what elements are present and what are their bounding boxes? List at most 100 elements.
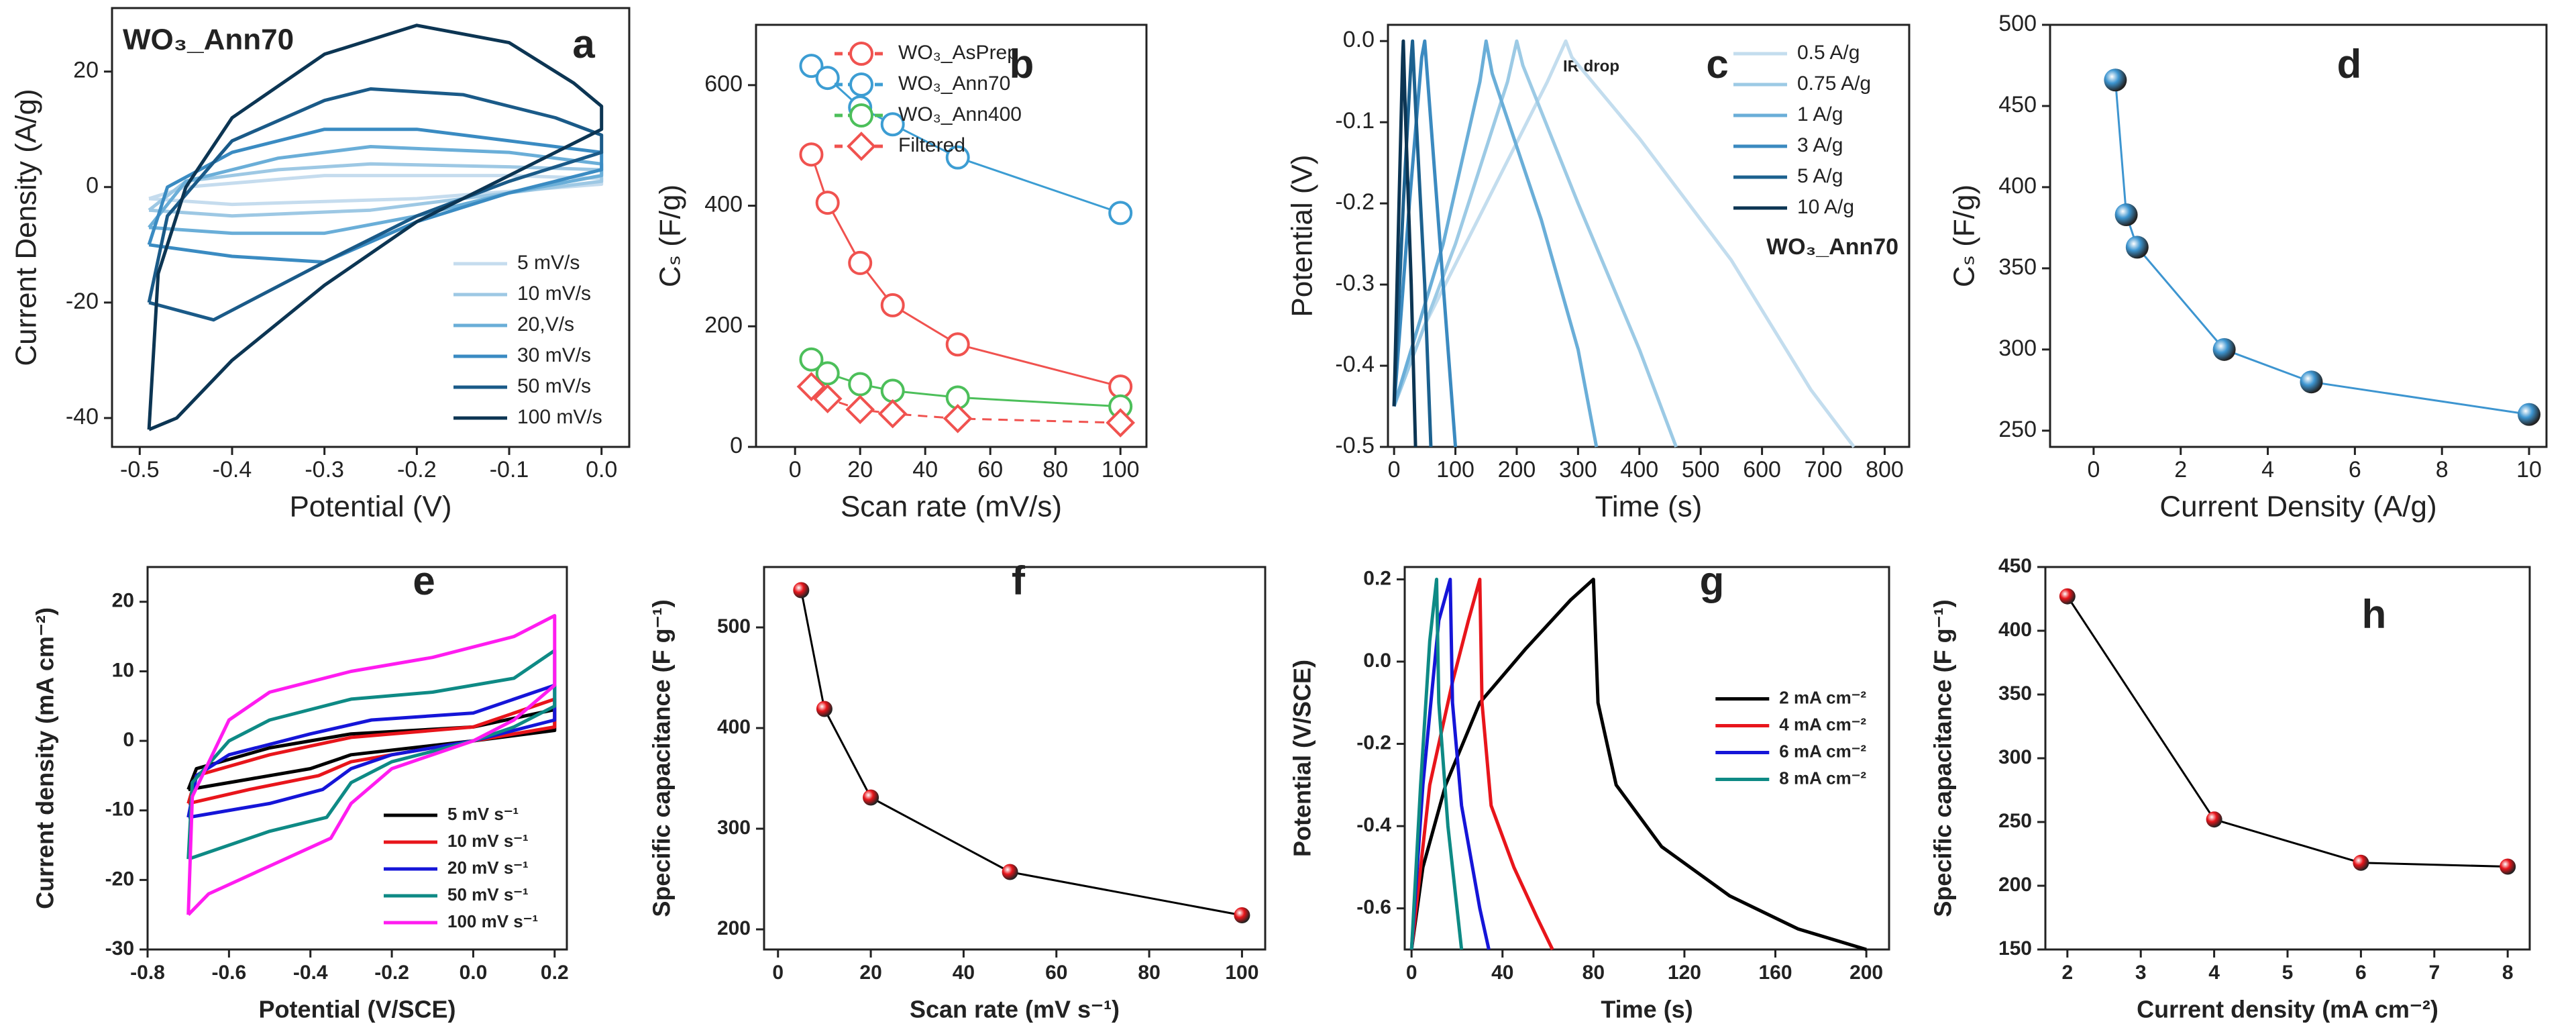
x-tick-label: -0.5	[120, 457, 160, 482]
marker	[2206, 811, 2222, 828]
legend-label: 100 mV s⁻¹	[447, 911, 538, 931]
legend-label: WO₃_Ann70	[898, 72, 1010, 95]
x-tick-label: 500	[1682, 457, 1720, 482]
marker	[1108, 201, 1133, 225]
plot-frame	[1387, 23, 1911, 448]
x-tick-label: -0.4	[213, 457, 252, 482]
x-tick-label: -0.4	[293, 962, 328, 984]
marker	[2059, 588, 2076, 605]
y-axis-label: Cₛ (F/g)	[1948, 185, 1981, 287]
marker	[848, 250, 873, 275]
legend: 5 mV s⁻¹ 10 mV s⁻¹ 20 mV s⁻¹ 50 mV s⁻¹ 100 m…	[384, 804, 538, 931]
x-tick-label: -0.8	[130, 962, 165, 984]
y-tick-label: 0.2	[1363, 567, 1391, 589]
x-tick-label: 40	[953, 962, 975, 984]
y-tick-label: -40	[66, 404, 99, 429]
marker	[815, 191, 840, 215]
plot-frame	[146, 566, 568, 951]
x-tick-label: 0	[789, 457, 802, 482]
x-tick-label: 200	[1849, 962, 1883, 984]
y-tick-label: 150	[1998, 937, 2032, 960]
marker	[793, 582, 810, 599]
y-tick-label: 300	[1998, 336, 2037, 361]
y-tick-label: -0.4	[1356, 814, 1391, 836]
legend-label: 2 mA cm⁻²	[1779, 687, 1866, 707]
legend-label: 30 mV/s	[517, 344, 591, 366]
series-line	[1392, 39, 1856, 448]
x-tick-label: 0	[772, 962, 784, 984]
x-tick-label: 60	[977, 457, 1003, 482]
x-axis-label: Time (s)	[1595, 491, 1703, 523]
x-tick-label: 4	[2261, 457, 2274, 482]
series-line	[800, 590, 1242, 917]
y-axis-label: Potential (V/SCE)	[1289, 660, 1316, 857]
y-tick-label: 0.0	[1343, 27, 1375, 52]
x-tick-label: 100	[1436, 457, 1474, 482]
y-tick-label: 300	[717, 817, 751, 839]
plot-frame	[763, 566, 1267, 951]
marker	[845, 395, 875, 425]
y-axis-label: Specific capacitance (F g⁻¹)	[648, 599, 676, 917]
y-tick-label: 300	[1998, 746, 2032, 768]
legend-label: 5 mV s⁻¹	[447, 804, 519, 824]
x-axis-label: Current density (mA cm⁻²)	[2137, 996, 2438, 1023]
x-tick-label: 0	[1388, 457, 1401, 482]
x-tick-label: 60	[1045, 962, 1067, 984]
annotation: WO₃_Ann70	[1766, 234, 1898, 260]
marker	[815, 66, 840, 91]
legend-label: WO₃_Ann400	[898, 103, 1022, 125]
y-tick-label: -0.3	[1335, 270, 1375, 296]
series-line	[147, 127, 604, 264]
x-tick-label: 100	[1102, 457, 1140, 482]
x-tick-label: 600	[1743, 457, 1781, 482]
legend-label: 100 mV/s	[517, 406, 602, 428]
panel-label: d	[2337, 42, 2362, 87]
y-tick-label: -0.2	[1335, 189, 1375, 215]
x-tick-label: 6	[2355, 962, 2367, 984]
legend: 5 mV/s 10 mV/s 20,V/s 30 mV/s 50 mV/s 100 mV/…	[453, 252, 602, 428]
panel-label: e	[413, 558, 435, 603]
legend-label: WO₃_AsPrep	[898, 42, 1018, 64]
y-tick-label: 10	[112, 659, 134, 681]
x-tick-label: 8	[2502, 962, 2514, 984]
y-axis-label: Cₛ (F/g)	[654, 185, 687, 287]
legend-label: 50 mV s⁻¹	[447, 884, 529, 905]
x-tick-label: 0	[1406, 962, 1417, 984]
marker	[880, 293, 905, 317]
x-tick-label: 800	[1866, 457, 1904, 482]
x-tick-label: 4	[2208, 962, 2220, 984]
legend-marker	[849, 103, 873, 127]
legend-label: 8 mA cm⁻²	[1779, 768, 1866, 788]
x-tick-label: 300	[1559, 457, 1597, 482]
legend-label: 10 mV/s	[517, 282, 591, 305]
marker	[877, 399, 908, 429]
y-tick-label: 400	[1998, 173, 2037, 199]
x-tick-label: 80	[1042, 457, 1068, 482]
y-tick-label: 600	[704, 71, 743, 97]
y-axis-label: Current Density (A/g)	[10, 89, 43, 366]
y-tick-label: 500	[1998, 11, 2037, 36]
series-line	[147, 87, 604, 322]
marker	[1106, 408, 1136, 438]
x-tick-label: 0.2	[541, 962, 569, 984]
x-tick-label: 20	[847, 457, 873, 482]
x-axis-label: Scan rate (mV/s)	[841, 491, 1062, 523]
plot-frame	[2044, 566, 2531, 951]
marker	[796, 372, 826, 401]
plot-frame	[2049, 23, 2548, 448]
legend-label: 0.75 A/g	[1797, 72, 1871, 95]
plot-frame	[755, 23, 1148, 448]
legend-marker	[847, 132, 876, 161]
marker	[2212, 338, 2236, 361]
series-line	[1409, 577, 1464, 950]
x-tick-label: -0.1	[490, 457, 529, 482]
legend: 0.5 A/g 0.75 A/g 1 A/g 3 A/g 5 A/g 10 A/g	[1733, 42, 1871, 218]
x-tick-label: 700	[1805, 457, 1843, 482]
x-tick-label: 2	[2061, 962, 2073, 984]
y-tick-label: 500	[717, 615, 751, 637]
marker	[2114, 203, 2138, 227]
x-tick-label: 5	[2282, 962, 2294, 984]
x-tick-label: 10	[2516, 457, 2542, 482]
x-axis-label: Current Density (A/g)	[2159, 491, 2436, 523]
